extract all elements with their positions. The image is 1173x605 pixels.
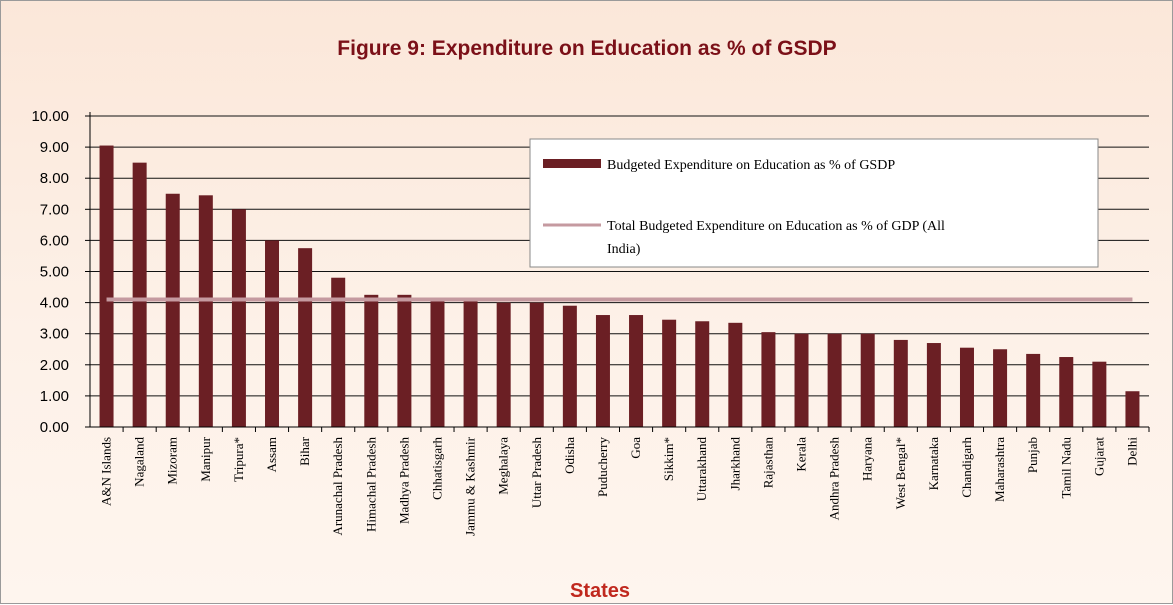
bar <box>728 322 743 427</box>
y-tick-label: 1.00 <box>40 388 69 405</box>
axes <box>85 112 1150 432</box>
bar <box>993 349 1008 427</box>
y-tick-label: 7.00 <box>40 201 69 218</box>
x-tick-label: Nagaland <box>132 437 147 487</box>
bar <box>893 339 908 427</box>
x-tick-label: Jammu & Kashmir <box>463 436 478 536</box>
bar <box>496 302 511 427</box>
bar <box>926 343 941 427</box>
y-tick-label: 4.00 <box>40 295 69 312</box>
x-tick-label: Chhatisgarh <box>429 437 444 500</box>
bar <box>430 299 445 427</box>
x-tick-label: Sikkim* <box>661 437 676 481</box>
x-tick-label: Kerala <box>794 437 809 472</box>
bar <box>1092 361 1107 427</box>
bar <box>298 248 313 427</box>
bar <box>165 193 180 427</box>
y-tick-label: 10.00 <box>31 108 69 125</box>
bar <box>1026 353 1041 427</box>
bar <box>860 333 875 427</box>
x-tick-label: Maharashtra <box>992 437 1007 502</box>
x-tick-label: Delhi <box>1124 437 1139 466</box>
x-tick-label: Karnataka <box>926 437 941 491</box>
bar <box>695 321 710 427</box>
y-tick-label: 5.00 <box>40 264 69 281</box>
legend: Budgeted Expenditure on Education as % o… <box>529 138 1099 268</box>
bar <box>231 209 246 427</box>
bar <box>562 305 577 427</box>
y-tick-label: 6.00 <box>40 232 69 249</box>
legend-label-bar: Budgeted Expenditure on Education as % o… <box>607 158 895 173</box>
x-axis-title: States <box>570 580 630 602</box>
bar <box>827 333 842 427</box>
x-tick-label: Puducherry <box>595 437 610 497</box>
bar <box>959 347 974 427</box>
bar <box>99 145 114 428</box>
x-tick-label: Bihar <box>297 436 312 466</box>
x-tick-label: West Bengal* <box>893 437 908 509</box>
bar <box>132 162 147 427</box>
x-tick-label: Rajasthan <box>760 437 775 489</box>
x-tick-label: Andhra Pradesh <box>827 437 842 521</box>
bar <box>794 333 809 427</box>
x-tick-label: Gujarat <box>1091 437 1106 476</box>
bar <box>761 332 776 427</box>
legend-box <box>529 138 1099 268</box>
x-axis-ticks: A&N Islands Nagaland Mizoram Manipur Tripura… <box>99 436 1140 536</box>
x-tick-label: Manipur <box>198 436 213 481</box>
x-tick-label: Mizoram <box>165 437 180 485</box>
bar <box>397 294 412 427</box>
bar <box>364 294 379 427</box>
bar <box>1059 357 1074 427</box>
x-tick-label: Uttar Pradesh <box>529 437 544 509</box>
chart-title: Figure 9: Expenditure on Education as % … <box>337 37 836 60</box>
x-tick-label: Goa <box>628 437 643 459</box>
x-tick-label: Chandigarh <box>959 437 974 498</box>
x-tick-label: Jharkhand <box>727 437 742 491</box>
bar <box>331 277 346 427</box>
x-tick-label: Punjab <box>1025 437 1040 473</box>
x-tick-label: Tamil Nadu <box>1058 437 1073 499</box>
bar <box>463 301 478 427</box>
bars <box>99 145 1140 428</box>
y-tick-label: 0.00 <box>40 419 69 436</box>
legend-label-line: Total Budgeted Expenditure on Education … <box>607 219 948 257</box>
bar <box>662 319 677 427</box>
x-tick-label: Meghalaya <box>496 437 511 495</box>
y-axis-ticks: 0.00 1.00 2.00 3.00 4.00 5.00 6.00 7.00 8.00 9.00… <box>31 108 69 436</box>
y-tick-label: 8.00 <box>40 170 69 187</box>
x-tick-label: Haryana <box>860 437 875 481</box>
x-tick-label: Madhya Pradesh <box>396 437 411 525</box>
x-tick-label: Uttarakhand <box>694 437 709 502</box>
bar <box>265 240 280 427</box>
x-tick-label: Himachal Pradesh <box>363 437 378 532</box>
bar <box>198 195 213 427</box>
x-tick-label: Tripura* <box>231 437 246 482</box>
x-tick-label: Odisha <box>562 437 577 474</box>
x-tick-label: Assam <box>264 437 279 472</box>
bar <box>595 315 610 427</box>
y-tick-label: 3.00 <box>40 326 69 343</box>
x-tick-label: A&N Islands <box>99 437 114 506</box>
y-tick-label: 2.00 <box>40 357 69 374</box>
legend-swatch-bar <box>543 159 601 168</box>
y-tick-label: 9.00 <box>40 139 69 156</box>
bar <box>529 302 544 427</box>
bar <box>1125 391 1140 427</box>
x-tick-label: Arunachal Pradesh <box>330 437 345 536</box>
bar <box>629 315 644 427</box>
